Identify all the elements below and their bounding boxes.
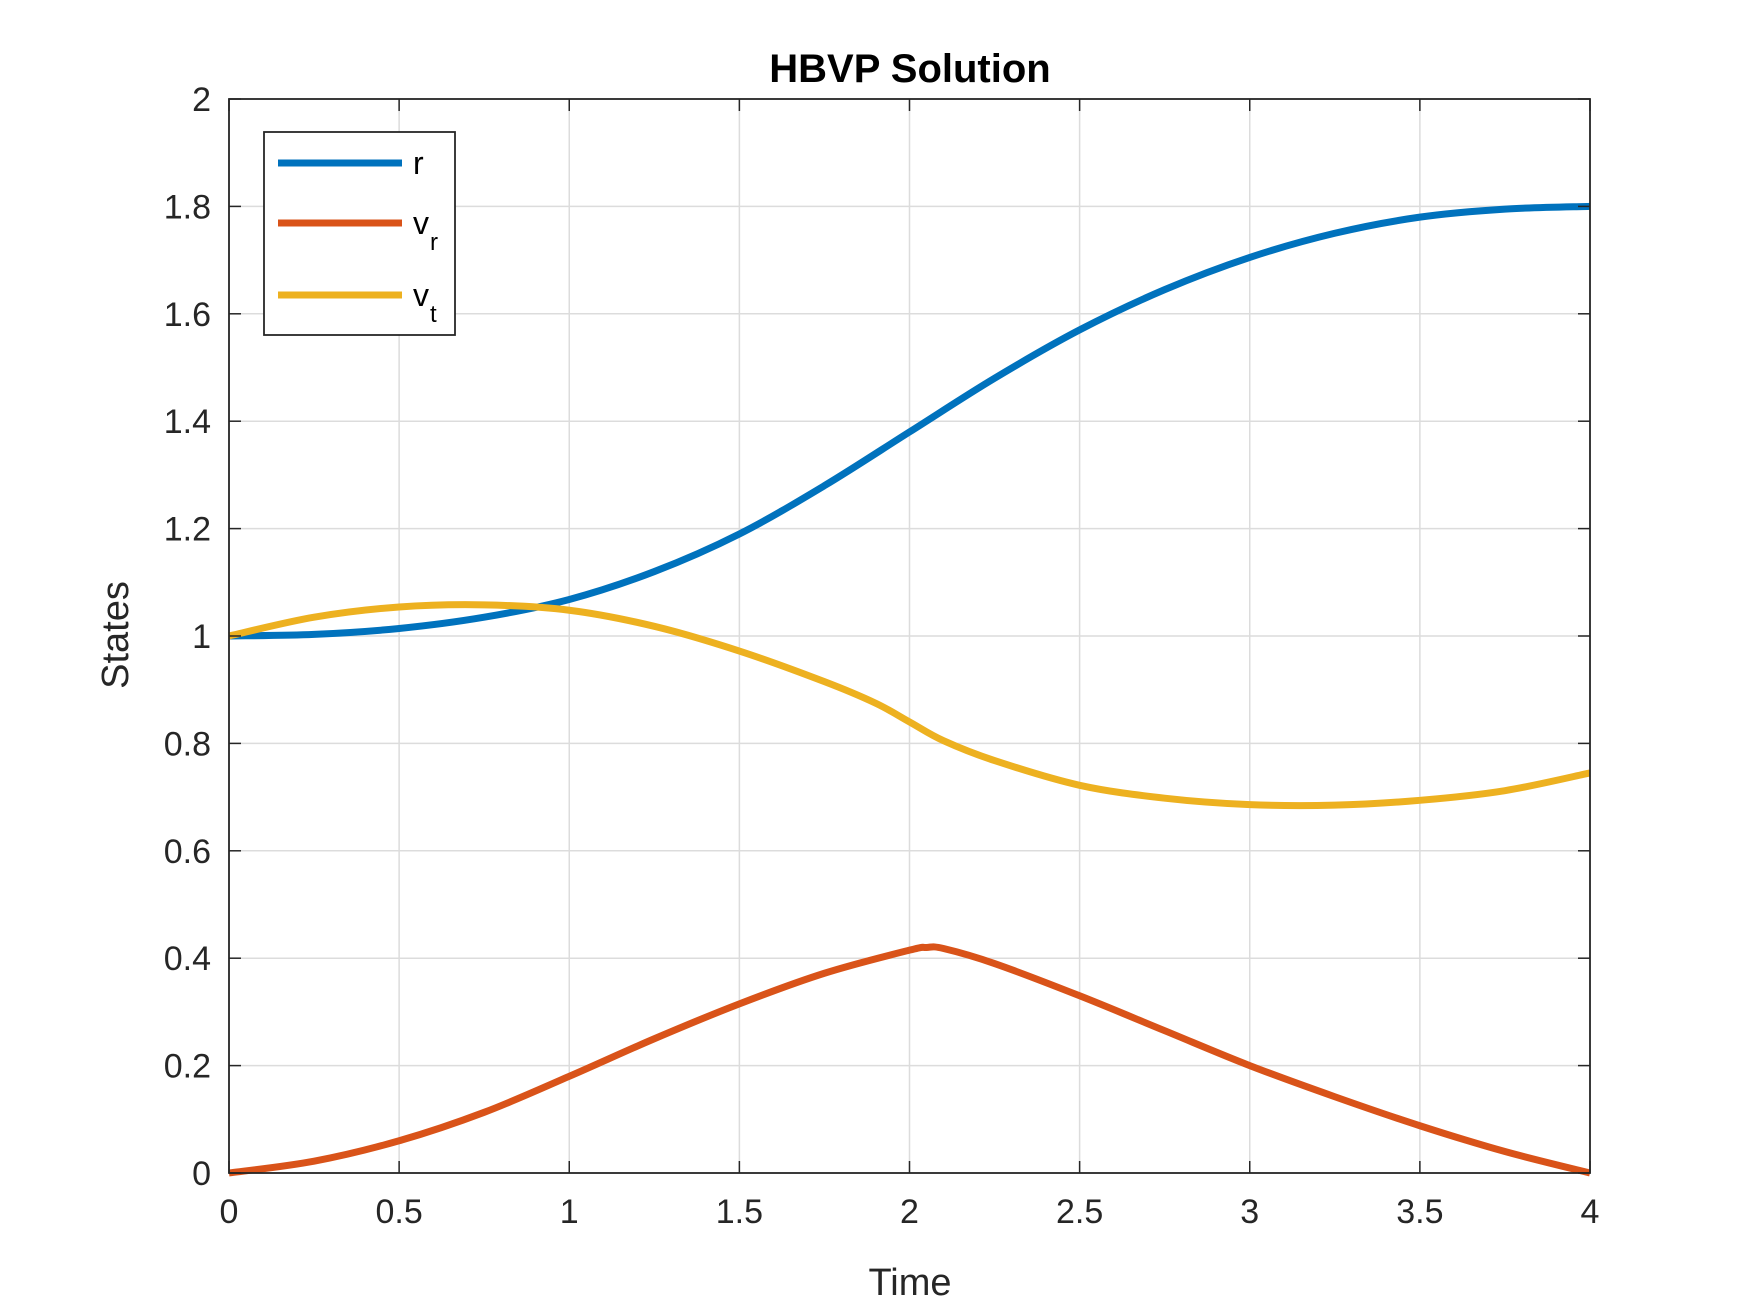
x-tick-label: 2.5 (1056, 1193, 1103, 1231)
legend-label-r: r (413, 145, 424, 181)
legend-label-main: v (413, 205, 429, 241)
legend-label-main: r (413, 145, 424, 181)
series-line-v-r (228, 943, 1591, 1177)
y-tick-label: 1.6 (164, 296, 211, 334)
x-tick-label: 4 (1581, 1193, 1600, 1231)
series-line-r (228, 202, 1591, 640)
y-tick-label: 1.8 (164, 188, 211, 226)
y-tick-label: 0.2 (164, 1048, 211, 1086)
legend-label-v-t: vt (413, 277, 437, 328)
plot-lines (228, 202, 1591, 1177)
x-tick-label: 1 (560, 1193, 579, 1231)
x-axis-label: Time (868, 1262, 951, 1304)
x-tick-label: 0.5 (375, 1193, 422, 1231)
series-line-v-t (228, 601, 1591, 810)
x-tick-label: 3 (1240, 1193, 1259, 1231)
x-tick-label: 1.5 (716, 1193, 763, 1231)
tick-labels: 0 0.5 1 1.5 2 2.5 3 3.5 4 0 0.2 0.4 0.6 0.8 1 1.2 1.4 1.6… (164, 81, 1600, 1231)
y-axis-label: States (95, 581, 137, 689)
legend-label-main: v (413, 277, 429, 313)
legend-label-subscript: r (430, 229, 438, 256)
y-tick-label: 1.2 (164, 511, 211, 549)
y-tick-label: 0 (192, 1155, 211, 1193)
y-tick-label: 0.4 (164, 940, 211, 978)
legend-label-subscript: t (430, 301, 437, 328)
x-tick-label: 2 (900, 1193, 919, 1231)
y-tick-label: 1.4 (164, 403, 211, 441)
axes-box (228, 98, 1591, 1174)
axes (228, 98, 1591, 1174)
x-tick-label: 0 (220, 1193, 239, 1231)
grid-lines (228, 98, 1591, 1174)
y-tick-label: 2 (192, 81, 211, 119)
y-tick-label: 0.6 (164, 833, 211, 871)
y-tick-label: 1 (192, 618, 211, 656)
legend-label-v-r: vr (413, 205, 438, 256)
y-tick-label: 0.8 (164, 725, 211, 763)
x-tick-label: 3.5 (1396, 1193, 1443, 1231)
chart-title: HBVP Solution (769, 47, 1050, 91)
